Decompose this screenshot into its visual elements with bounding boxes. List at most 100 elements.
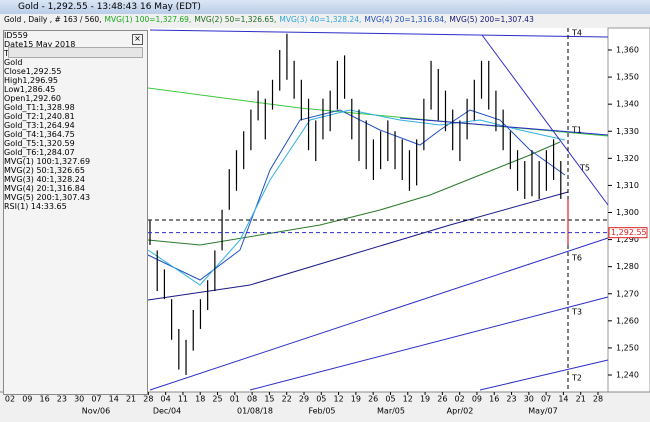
info-value: 1,307.43 [54, 193, 91, 202]
x-tick-label: 28 [593, 395, 603, 404]
y-tick-label: 1,290 [616, 235, 639, 244]
y-tick-label: 1,340 [616, 100, 639, 109]
info-label: Open [4, 94, 26, 103]
info-label: MVG(4) 20: [4, 184, 50, 193]
y-tick-label: 1,310 [616, 181, 639, 190]
trend-label: T5 [579, 164, 590, 173]
info-value: 1,364.75 [39, 130, 75, 139]
legend-entry: MVG(2) 50=1,326.65, [194, 15, 277, 24]
y-tick-label: 1,240 [616, 371, 639, 380]
x-tick-label: 15 [264, 395, 274, 404]
info-value: 1,320.59 [39, 139, 75, 148]
y-tick-label: 1,300 [616, 208, 639, 217]
info-row: MVG(3) 40:1,328.24 [4, 175, 147, 184]
info-value: 1,328.24 [49, 175, 85, 184]
x-tick-label: 14 [558, 395, 568, 404]
x-tick-label: 16 [489, 395, 499, 404]
info-row: RSI(1) 14:33.65 [4, 202, 147, 211]
trend-label: T6 [571, 254, 582, 263]
info-row: MVG(2) 50:1,326.65 [4, 166, 147, 175]
trend-label: T2 [571, 374, 582, 383]
legend-entry: MVG(3) 40=1,328.24, [279, 15, 362, 24]
scrollbar[interactable] [8, 47, 143, 58]
info-label: MVG(3) 40: [4, 175, 50, 184]
ma40-line [147, 109, 566, 286]
y-tick-label: 1,250 [616, 343, 639, 352]
x-axis-area [0, 392, 650, 422]
trend-line [479, 359, 609, 391]
trend-line [399, 117, 609, 136]
info-row: Gold_T1:1,328.98 [4, 103, 147, 112]
legend-entry: Gold , Daily , # 163 / 560, [4, 15, 102, 24]
x-tick-label: 30 [74, 395, 84, 404]
x-tick-label: 04 [161, 395, 171, 404]
x-month-label: Apr/02 [447, 407, 474, 416]
info-value: 1,316.84 [49, 184, 85, 193]
x-tick-label: 12 [403, 395, 413, 404]
info-value: 1,264.94 [39, 121, 75, 130]
info-label: Gold_T2: [4, 112, 40, 121]
info-row: Open1,292.60 [4, 94, 147, 103]
info-row: MVG(1) 100:1,327.69 [4, 157, 147, 166]
x-tick-label: 09 [22, 395, 32, 404]
x-tick-label: 01 [230, 395, 240, 404]
info-label: Gold_T5: [4, 139, 40, 148]
x-tick-label: 30 [524, 395, 534, 404]
info-label: ID [4, 31, 13, 40]
info-row: Date15 May 2018 [4, 40, 147, 49]
legend: Gold , Daily , # 163 / 560, MVG(1) 100=1,… [4, 15, 537, 24]
info-label: Gold [4, 58, 23, 67]
info-value: 1,240.81 [39, 112, 75, 121]
y-tick-label: 1,320 [616, 154, 639, 163]
x-tick-label: 19 [420, 395, 430, 404]
legend-entry: MVG(5) 200=1,307.43 [449, 15, 534, 24]
info-label: Gold_T4: [4, 130, 40, 139]
info-label: MVG(2) 50: [4, 166, 50, 175]
info-label: Low [4, 85, 20, 94]
x-tick-label: 29 [299, 395, 309, 404]
trend-line [481, 34, 609, 206]
title-bar: Gold - 1,292.55 - 13:48:43 16 May (EDT) [0, 0, 650, 14]
info-label: MVG(1) 100: [4, 157, 55, 166]
info-value: 1,326.65 [49, 166, 85, 175]
info-row: Gold_T5:1,320.59 [4, 139, 147, 148]
x-tick-label: 21 [576, 395, 586, 404]
trend-line [249, 296, 609, 391]
x-month-label: May/07 [528, 407, 557, 416]
info-label: Gold_T3: [4, 121, 40, 130]
x-tick-label: 14 [109, 395, 119, 404]
info-row: ID559 [4, 31, 147, 40]
info-label: High [4, 76, 23, 85]
x-month-label: Nov/06 [82, 407, 111, 416]
info-label: MVG(5) 200: [4, 193, 55, 202]
x-month-label: 01/08/18 [237, 407, 273, 416]
last-price-label: 1,292.55 [611, 228, 647, 237]
y-tick-label: 1,280 [616, 262, 639, 271]
last-price-box [608, 227, 648, 239]
x-tick-label: 23 [57, 395, 67, 404]
x-tick-label: 05 [385, 395, 395, 404]
info-label: Gold_T6: [4, 148, 40, 157]
info-value: 559 [12, 31, 28, 40]
y-tick-label: 1,270 [616, 289, 639, 298]
x-tick-label: 11 [178, 395, 188, 404]
info-row: MVG(4) 20:1,316.84 [4, 184, 147, 193]
info-value: 1,292.55 [25, 67, 62, 76]
info-value: 1,296.95 [22, 76, 59, 85]
info-label: Close [4, 67, 26, 76]
info-value: 1,286.45 [19, 85, 56, 94]
x-month-label: Mar/05 [377, 407, 405, 416]
ma20-line [147, 109, 566, 281]
x-tick-label: 09 [472, 395, 482, 404]
info-value: 1,328.98 [39, 103, 75, 112]
info-label: Gold_T1: [4, 103, 40, 112]
ma200-line [147, 191, 569, 301]
close-button[interactable]: × [132, 34, 143, 45]
x-month-label: Feb/05 [308, 407, 335, 416]
trend-line [149, 29, 609, 38]
x-tick-label: 18 [195, 395, 205, 404]
legend-entry: MVG(1) 100=1,327.69, [104, 15, 192, 24]
